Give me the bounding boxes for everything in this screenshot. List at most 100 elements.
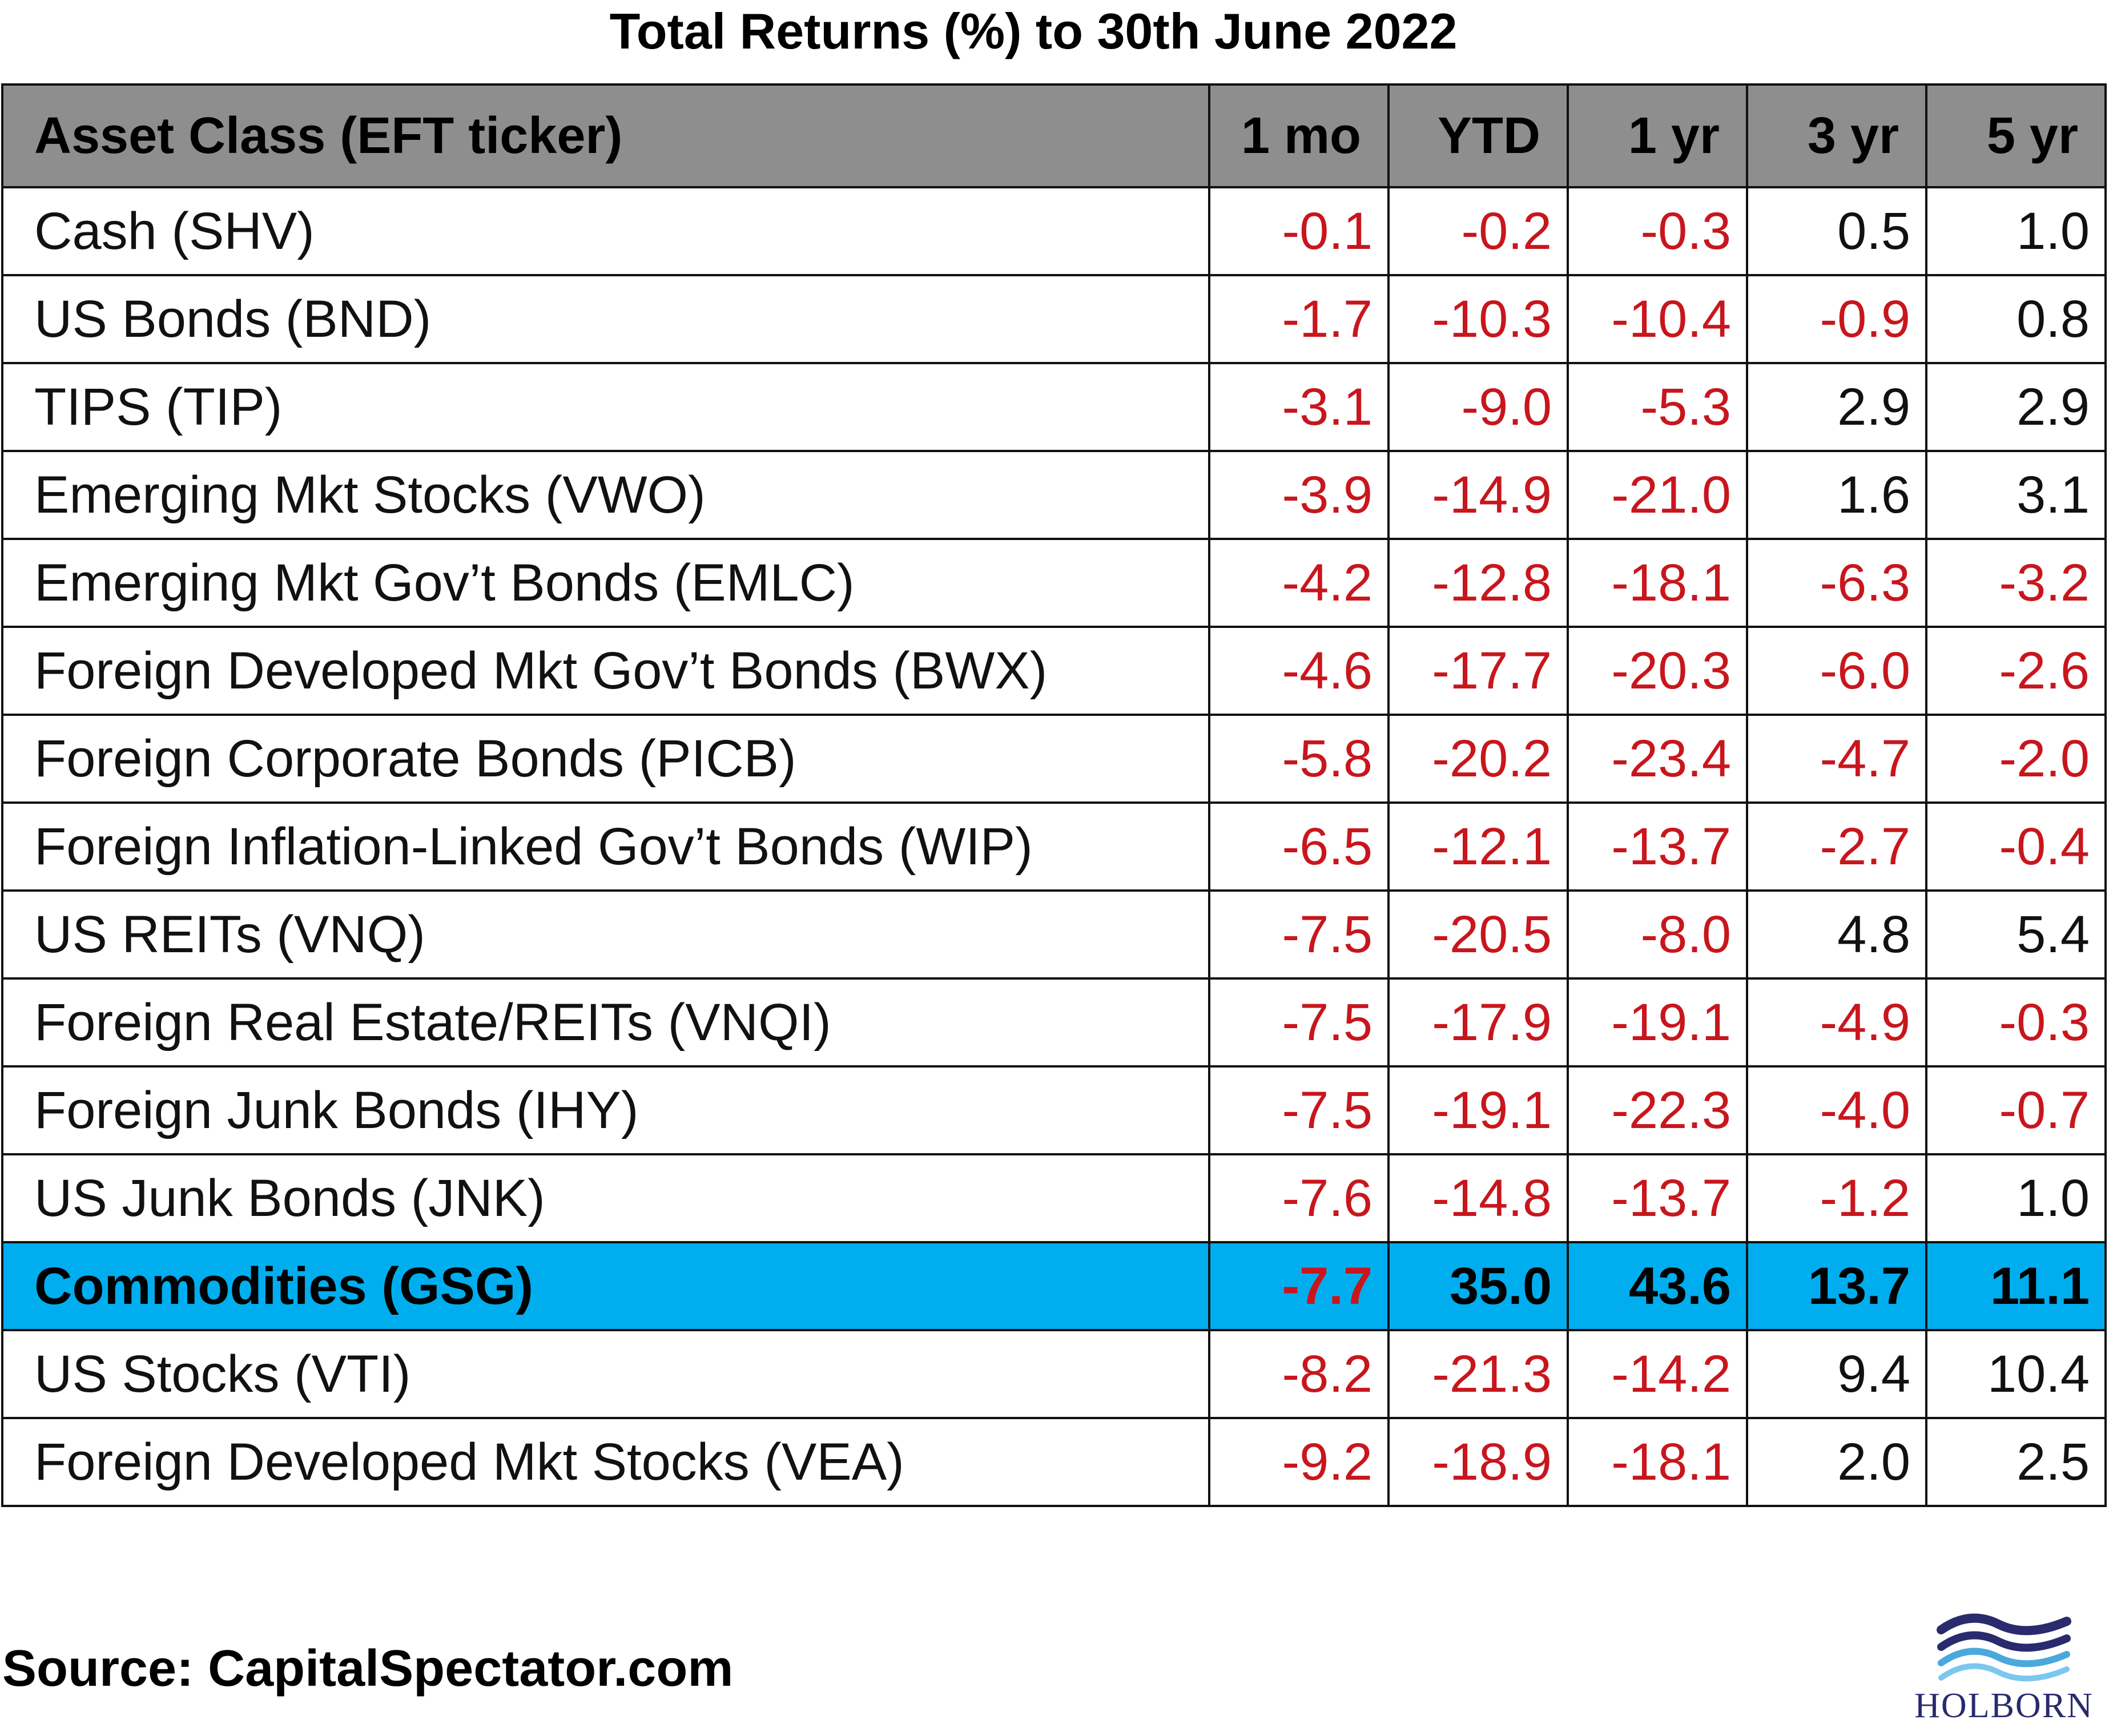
return-cell-1-yr: -19.1 — [1567, 977, 1748, 1068]
table-row-highlighted: Commodities (GSG) -7.7 35.0 43.6 13.7 11.1 — [1, 1241, 2107, 1331]
return-cell-ytd: -14.8 — [1387, 1153, 1569, 1243]
return-cell-1-yr: -13.7 — [1567, 1153, 1748, 1243]
page-title: Total Returns (%) to 30th June 2022 — [609, 3, 1458, 59]
return-cell-5-yr: 5.4 — [1925, 889, 2107, 980]
return-cell-3-yr: -4.9 — [1746, 977, 1927, 1068]
return-cell-ytd: -12.1 — [1387, 801, 1569, 892]
table-row: Foreign Real Estate/REITs (VNQI) -7.5 -17.… — [1, 977, 2107, 1068]
return-cell-1-yr: -8.0 — [1567, 889, 1748, 980]
return-cell-1-yr: -22.3 — [1567, 1065, 1748, 1155]
return-cell-5-yr: 0.8 — [1925, 274, 2107, 364]
return-cell-3-yr: 1.6 — [1746, 450, 1927, 540]
column-header-ytd: YTD — [1387, 83, 1569, 188]
return-cell-1-mo: -4.2 — [1208, 538, 1390, 628]
return-cell-3-yr: 2.9 — [1746, 362, 1927, 452]
asset-class-cell: Foreign Corporate Bonds (PICB) — [1, 714, 1210, 804]
return-cell-3-yr: 2.0 — [1746, 1417, 1927, 1507]
table-row: Foreign Inflation-Linked Gov’t Bonds (WI… — [1, 801, 2107, 892]
return-cell-5-yr: 1.0 — [1925, 186, 2107, 276]
return-cell-ytd: -14.9 — [1387, 450, 1569, 540]
column-header-asset-class: Asset Class (EFT ticker) — [1, 83, 1210, 188]
return-cell-3-yr: -6.0 — [1746, 626, 1927, 716]
return-cell-ytd: -9.0 — [1387, 362, 1569, 452]
asset-class-cell: Foreign Developed Mkt Stocks (VEA) — [1, 1417, 1210, 1507]
asset-class-cell: US Stocks (VTI) — [1, 1329, 1210, 1419]
return-cell-3-yr: 0.5 — [1746, 186, 1927, 276]
return-cell-3-yr: -4.0 — [1746, 1065, 1927, 1155]
return-cell-5-yr: -0.4 — [1925, 801, 2107, 892]
return-cell-5-yr: -0.3 — [1925, 977, 2107, 1068]
return-cell-ytd: -10.3 — [1387, 274, 1569, 364]
holborn-logo: HOLBORN — [1901, 1607, 2107, 1733]
return-cell-ytd: -20.2 — [1387, 714, 1569, 804]
table-header-row: Asset Class (EFT ticker) 1 mo YTD 1 yr 3… — [1, 83, 2107, 188]
return-cell-1-yr: -18.1 — [1567, 1417, 1748, 1507]
return-cell-3-yr: 4.8 — [1746, 889, 1927, 980]
table-row: TIPS (TIP) -3.1 -9.0 -5.3 2.9 2.9 — [1, 362, 2107, 452]
return-cell-1-mo: -9.2 — [1208, 1417, 1390, 1507]
table-body: Cash (SHV) -0.1 -0.2 -0.3 0.5 1.0 US Bonds (BN… — [1, 186, 2107, 1507]
holborn-waves-icon — [1937, 1613, 2071, 1682]
asset-class-cell: Foreign Developed Mkt Gov’t Bonds (BWX) — [1, 626, 1210, 716]
asset-class-cell: Foreign Junk Bonds (IHY) — [1, 1065, 1210, 1155]
return-cell-5-yr: 10.4 — [1925, 1329, 2107, 1419]
column-header-5-yr: 5 yr — [1925, 83, 2107, 188]
return-cell-1-mo: -1.7 — [1208, 274, 1390, 364]
asset-class-cell: Foreign Real Estate/REITs (VNQI) — [1, 977, 1210, 1068]
return-cell-5-yr: 1.0 — [1925, 1153, 2107, 1243]
table-row: Foreign Developed Mkt Stocks (VEA) -9.2 -1… — [1, 1417, 2107, 1507]
table-row: US Junk Bonds (JNK) -7.6 -14.8 -13.7 -1.2 1.0 — [1, 1153, 2107, 1243]
return-cell-1-yr: -14.2 — [1567, 1329, 1748, 1419]
return-cell-1-mo: -6.5 — [1208, 801, 1390, 892]
asset-class-cell: TIPS (TIP) — [1, 362, 1210, 452]
return-cell-1-mo: -0.1 — [1208, 186, 1390, 276]
asset-class-cell: Cash (SHV) — [1, 186, 1210, 276]
table-row: Cash (SHV) -0.1 -0.2 -0.3 0.5 1.0 — [1, 186, 2107, 276]
column-header-3-yr: 3 yr — [1746, 83, 1927, 188]
return-cell-ytd: -0.2 — [1387, 186, 1569, 276]
return-cell-1-mo: -3.1 — [1208, 362, 1390, 452]
return-cell-1-mo: -7.5 — [1208, 1065, 1390, 1155]
return-cell-1-mo: -5.8 — [1208, 714, 1390, 804]
return-cell-1-yr: -10.4 — [1567, 274, 1748, 364]
return-cell-1-yr: -23.4 — [1567, 714, 1748, 804]
return-cell-3-yr: -2.7 — [1746, 801, 1927, 892]
table-row: US REITs (VNQ) -7.5 -20.5 -8.0 4.8 5.4 — [1, 889, 2107, 980]
return-cell-1-mo: -3.9 — [1208, 450, 1390, 540]
return-cell-3-yr: -4.7 — [1746, 714, 1927, 804]
table-row: Emerging Mkt Gov’t Bonds (EMLC) -4.2 -12.8… — [1, 538, 2107, 628]
asset-class-cell: Emerging Mkt Gov’t Bonds (EMLC) — [1, 538, 1210, 628]
return-cell-1-mo: -7.6 — [1208, 1153, 1390, 1243]
return-cell-3-yr: -6.3 — [1746, 538, 1927, 628]
return-cell-ytd: -12.8 — [1387, 538, 1569, 628]
return-cell-3-yr: -0.9 — [1746, 274, 1927, 364]
return-cell-1-mo: -7.7 — [1208, 1241, 1390, 1331]
logo-wordmark: HOLBORN — [1914, 1686, 2094, 1725]
return-cell-1-mo: -4.6 — [1208, 626, 1390, 716]
return-cell-3-yr: 9.4 — [1746, 1329, 1927, 1419]
return-cell-1-yr: -5.3 — [1567, 362, 1748, 452]
return-cell-5-yr: -3.2 — [1925, 538, 2107, 628]
return-cell-1-yr: -13.7 — [1567, 801, 1748, 892]
return-cell-ytd: -20.5 — [1387, 889, 1569, 980]
return-cell-1-mo: -7.5 — [1208, 889, 1390, 980]
return-cell-5-yr: 3.1 — [1925, 450, 2107, 540]
table-row: US Stocks (VTI) -8.2 -21.3 -14.2 9.4 10.4 — [1, 1329, 2107, 1419]
table-row: Foreign Junk Bonds (IHY) -7.5 -19.1 -22.3 -4… — [1, 1065, 2107, 1155]
return-cell-1-yr: -0.3 — [1567, 186, 1748, 276]
asset-class-cell: US Junk Bonds (JNK) — [1, 1153, 1210, 1243]
table-row: US Bonds (BND) -1.7 -10.3 -10.4 -0.9 0.8 — [1, 274, 2107, 364]
column-header-1-yr: 1 yr — [1567, 83, 1748, 188]
return-cell-5-yr: 2.5 — [1925, 1417, 2107, 1507]
asset-class-cell: US REITs (VNQ) — [1, 889, 1210, 980]
return-cell-ytd: -17.7 — [1387, 626, 1569, 716]
return-cell-ytd: -19.1 — [1387, 1065, 1569, 1155]
return-cell-1-yr: -20.3 — [1567, 626, 1748, 716]
return-cell-ytd: -17.9 — [1387, 977, 1569, 1068]
asset-class-cell: Foreign Inflation-Linked Gov’t Bonds (WI… — [1, 801, 1210, 892]
table-row: Foreign Corporate Bonds (PICB) -5.8 -20.2-… — [1, 714, 2107, 804]
return-cell-5-yr: 11.1 — [1925, 1241, 2107, 1331]
returns-table: Asset Class (EFT ticker) 1 mo YTD 1 yr 3… — [1, 83, 2107, 1507]
return-cell-ytd: 35.0 — [1387, 1241, 1569, 1331]
source-note: Source: CapitalSpectator.com — [2, 1640, 734, 1697]
